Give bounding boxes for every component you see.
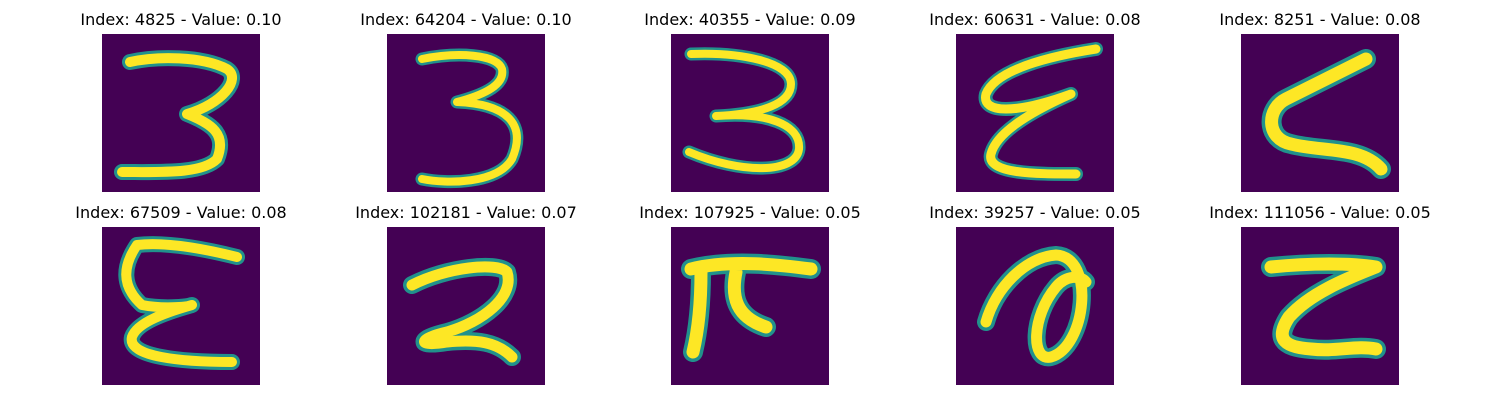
panel-0: Index: 4825 - Value: 0.10 (61, 11, 301, 196)
digit-image (387, 227, 545, 385)
digit-loop-glyph (977, 246, 1095, 367)
digit-3-glyph (682, 47, 806, 175)
panel-8: Index: 39257 - Value: 0.05 (915, 204, 1155, 389)
digit-z-like-glyph (1261, 49, 1391, 179)
digit-2-glyph (403, 257, 521, 366)
panel-2: Index: 40355 - Value: 0.09 (630, 11, 870, 196)
digit-image (1241, 227, 1399, 385)
panel-title: Index: 40355 - Value: 0.09 (644, 10, 856, 29)
panel-title: Index: 67509 - Value: 0.08 (75, 203, 287, 222)
digit-image (671, 227, 829, 385)
digit-3-glyph (415, 48, 524, 189)
panel-7: Index: 107925 - Value: 0.05 (630, 204, 870, 389)
panel-9: Index: 111056 - Value: 0.05 (1200, 204, 1440, 389)
digit-image (102, 34, 260, 192)
panel-title: Index: 102181 - Value: 0.07 (355, 203, 577, 222)
panel-1: Index: 64204 - Value: 0.10 (346, 11, 586, 196)
panel-4: Index: 8251 - Value: 0.08 (1200, 11, 1440, 196)
panel-title: Index: 64204 - Value: 0.10 (360, 10, 572, 29)
digit-image (102, 227, 260, 385)
panel-title: Index: 60631 - Value: 0.08 (929, 10, 1141, 29)
digit-image (956, 227, 1114, 385)
panel-title: Index: 111056 - Value: 0.05 (1209, 203, 1431, 222)
digit-z-like-glyph (1261, 254, 1386, 360)
digit-epsilon-glyph (978, 42, 1103, 181)
digit-image (956, 34, 1114, 192)
panel-6: Index: 102181 - Value: 0.07 (346, 204, 586, 389)
panel-5: Index: 67509 - Value: 0.08 (61, 204, 301, 389)
digit-3-glyph (114, 50, 240, 181)
panel-3: Index: 60631 - Value: 0.08 (915, 11, 1155, 196)
digit-t-like-glyph (681, 253, 821, 362)
panel-title: Index: 8251 - Value: 0.08 (1219, 10, 1421, 29)
digit-image (1241, 34, 1399, 192)
panel-title: Index: 107925 - Value: 0.05 (639, 203, 861, 222)
panel-title: Index: 4825 - Value: 0.10 (80, 10, 282, 29)
digit-image (671, 34, 829, 192)
panel-title: Index: 39257 - Value: 0.05 (929, 203, 1141, 222)
digit-image (387, 34, 545, 192)
digit-e-glyph (118, 236, 245, 370)
